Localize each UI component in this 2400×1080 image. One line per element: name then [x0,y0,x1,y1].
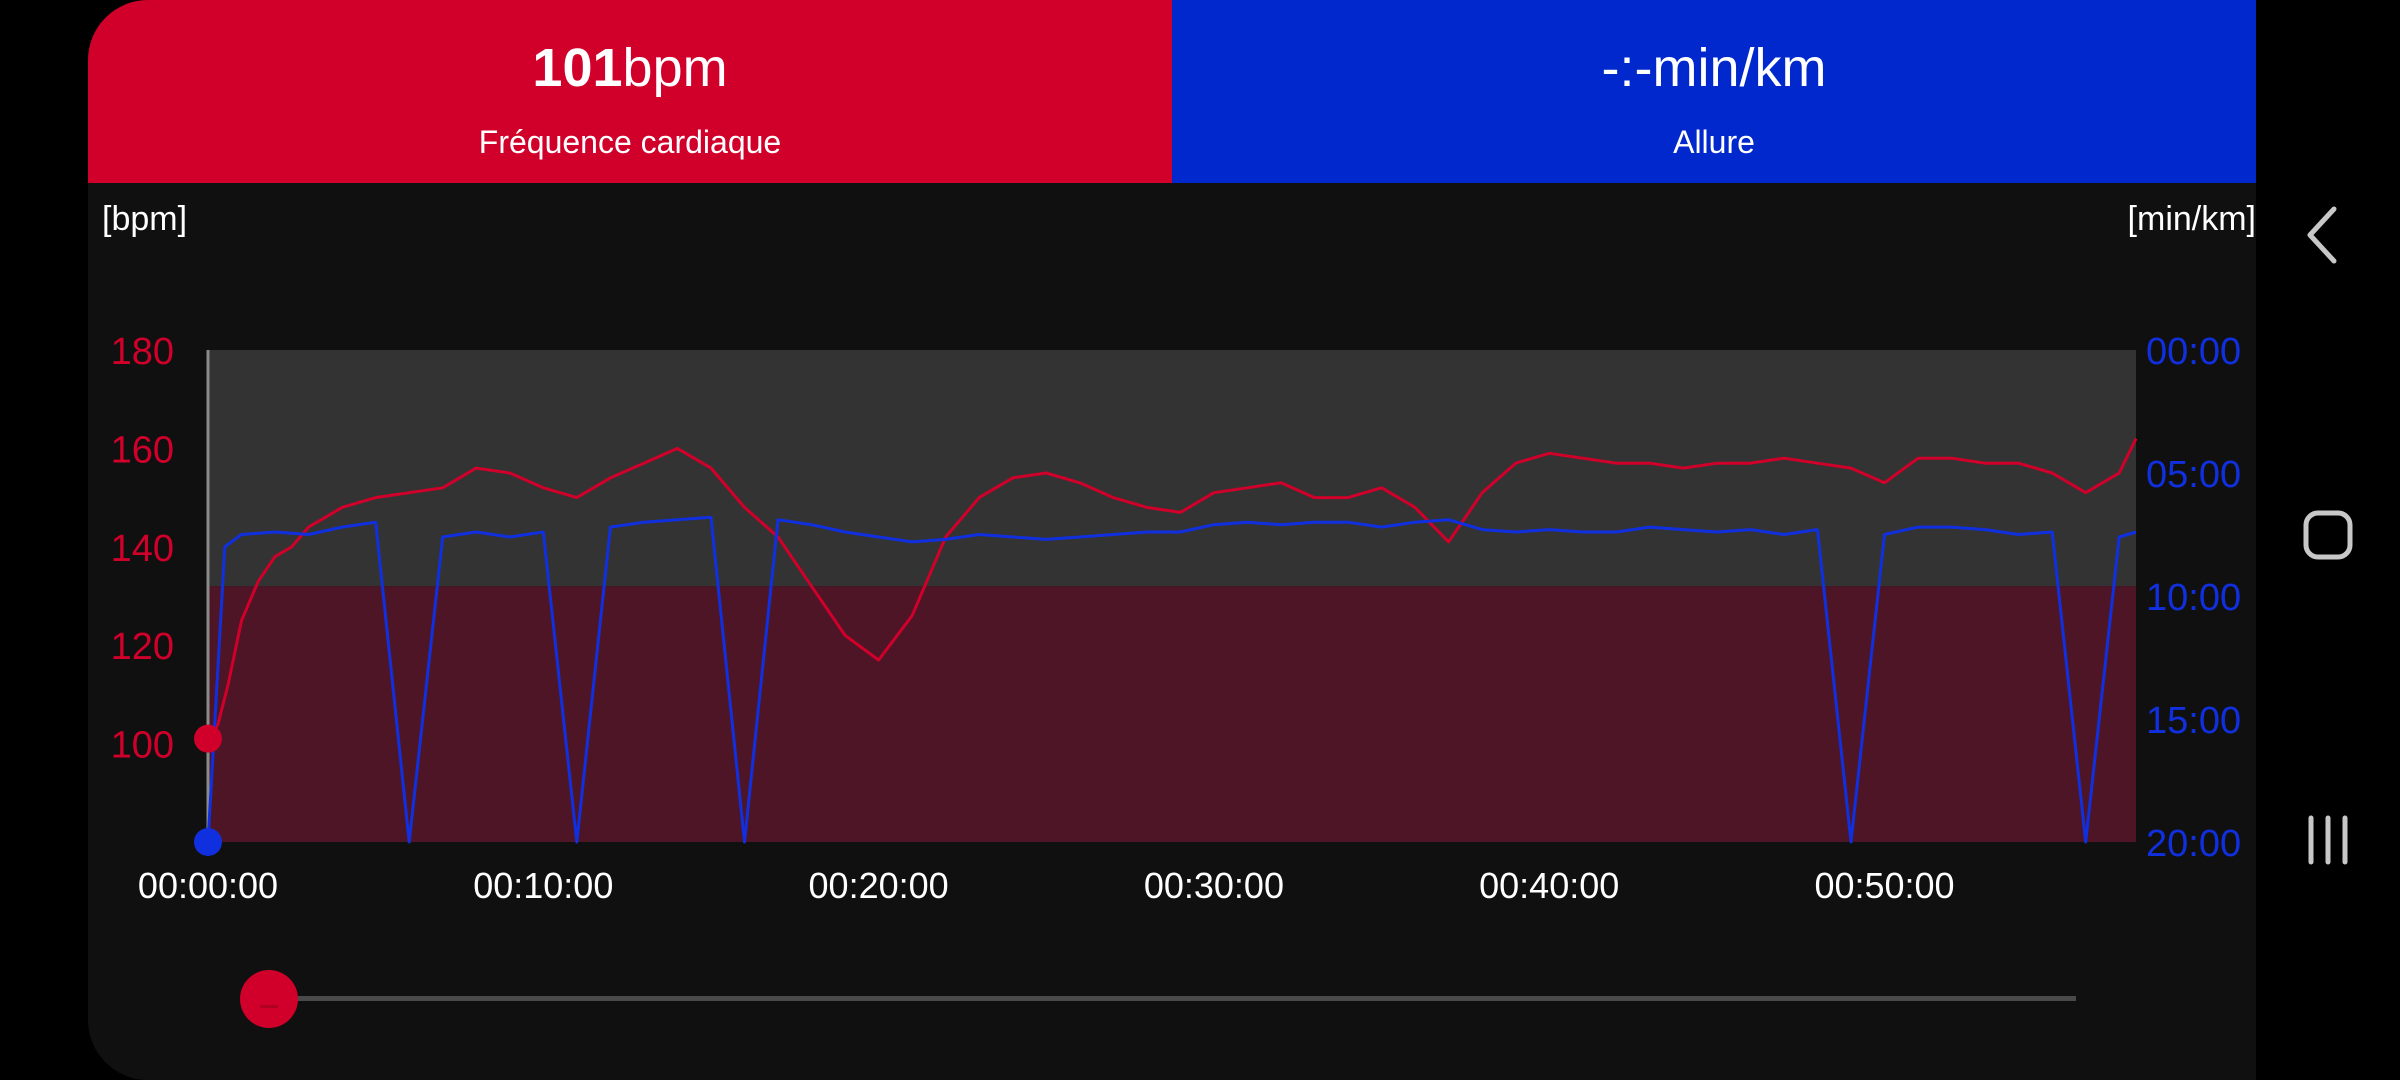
heart-rate-panel[interactable]: 101bpm Fréquence cardiaque [88,0,1172,183]
chart-x-tick-label: 00:30:00 [1144,865,1284,906]
chart-x-tick-label: 00:50:00 [1814,865,1954,906]
pace-label: Allure [1673,124,1755,160]
rounded-square-icon [2303,510,2353,560]
left-axis-unit: [bpm] [102,200,188,238]
chart-left-tick-label: 100 [111,725,174,767]
chart-x-tick-label: 00:00:00 [138,865,278,906]
chart-right-tick-label: 00:00 [2146,331,2241,373]
timeline-slider-track[interactable] [268,996,2076,1001]
right-axis-unit: [min/km] [2127,200,2256,238]
heart-rate-pace-chart[interactable]: 180 160 140 120 100 00:00 05:00 10:00 15:00 20:00… [88,0,2256,920]
chart-right-tick-label: 15:00 [2146,700,2241,742]
chart-left-tick-label: 160 [111,429,174,471]
chart-x-tick-label: 00:20:00 [809,865,949,906]
chart-left-tick-label: 120 [111,626,174,668]
pace-value: -:-min/km [1172,28,2256,108]
activity-detail-screen: 101bpm Fréquence cardiaque -:-min/km All… [88,0,2256,1080]
recents-button[interactable] [2256,770,2400,910]
heart-rate-line [206,437,2138,745]
chart-right-tick-label: 10:00 [2146,577,2241,619]
timeline-slider-thumb[interactable] [240,970,298,1028]
chart-right-tick-label: 05:00 [2146,454,2241,496]
home-button[interactable] [2256,466,2400,606]
pace-panel[interactable]: -:-min/km Allure [1172,0,2256,183]
back-button[interactable] [2256,165,2400,305]
heart-rate-value: 101bpm [88,28,1172,108]
current-heart-rate-marker [194,724,222,753]
system-navigation-bar [2256,0,2400,1080]
pace-unit: min/km [1652,38,1827,98]
chart-left-tick-label: 180 [111,331,174,373]
chart-right-tick-label: 20:00 [2146,823,2241,865]
three-bars-icon [2308,815,2348,865]
heart-rate-unit: bpm [622,38,728,98]
chart-zone-band [208,350,2136,587]
current-pace-marker [194,828,222,856]
heart-rate-label: Fréquence cardiaque [478,124,782,160]
chart-zone-band [208,586,2136,842]
heart-rate-number: 101 [532,38,623,98]
chart-x-tick-label: 00:40:00 [1479,865,1619,906]
pace-line [206,515,2137,844]
chart-x-tick-label: 00:10:00 [473,865,613,906]
pace-number: -:- [1601,38,1653,98]
chart-left-tick-label: 140 [111,528,174,570]
chevron-left-icon [2307,206,2337,264]
